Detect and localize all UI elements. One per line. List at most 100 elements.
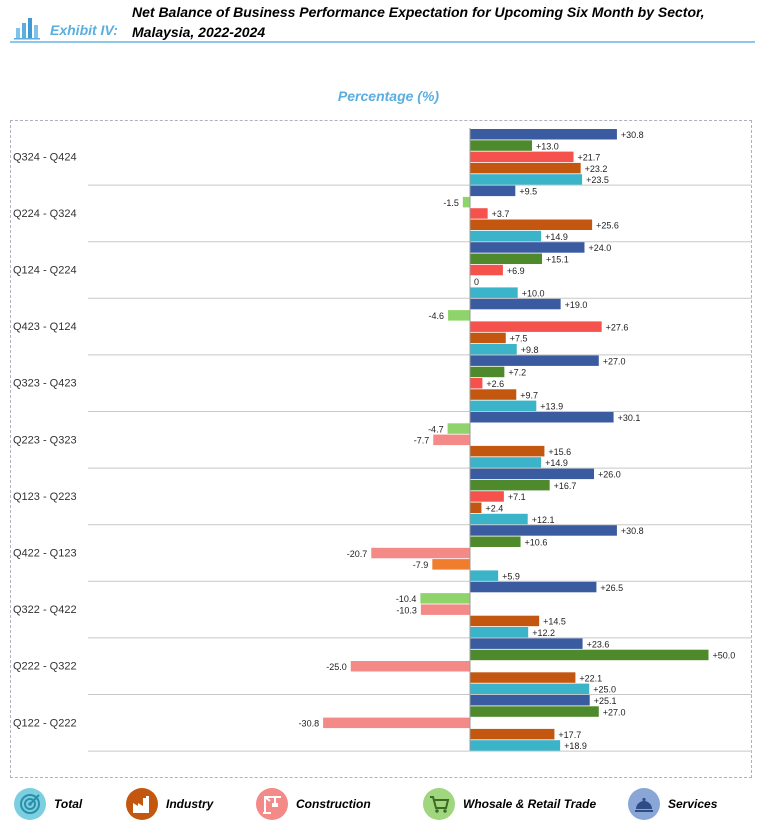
bar (470, 479, 550, 491)
bar (470, 570, 499, 581)
bar (470, 638, 583, 649)
data-label: +27.0 (603, 356, 626, 366)
category-label: Q122 - Q222 (13, 717, 77, 729)
bar (470, 649, 709, 661)
bar (420, 593, 470, 604)
data-label: -1.5 (443, 198, 459, 208)
data-label: +17.7 (558, 730, 581, 740)
legend-label-wholesale-retail: Whosale & Retail Trade (463, 797, 597, 811)
bar (433, 434, 470, 446)
data-label: +30.1 (618, 413, 641, 423)
bar (420, 604, 470, 615)
data-label: +24.0 (588, 243, 611, 253)
data-label: -10.3 (396, 605, 417, 615)
plot-frame (10, 120, 752, 778)
data-label: +30.8 (621, 526, 644, 536)
chart-title-line-2: Malaysia, 2022-2024 (132, 24, 266, 40)
bar (470, 400, 537, 412)
legend-item-construction: Construction (256, 786, 371, 822)
bar (323, 717, 470, 729)
bar (470, 242, 585, 253)
bar (470, 468, 595, 480)
header-divider (10, 41, 755, 43)
data-label: +7.5 (510, 334, 528, 344)
data-label: +9.8 (521, 345, 539, 355)
data-label: +14.9 (545, 458, 568, 468)
data-label: +30.8 (621, 130, 644, 140)
data-label: 0 (474, 277, 479, 287)
bar (470, 162, 581, 174)
data-label: +50.0 (713, 651, 736, 661)
bar (470, 332, 506, 344)
category-label: Q124 - Q224 (13, 265, 77, 277)
data-label: +15.1 (546, 255, 569, 265)
legend: Total Industry Construction Whosale & Re… (0, 786, 777, 826)
category-label: Q223 - Q323 (13, 434, 77, 446)
bar (470, 706, 599, 717)
bar (432, 559, 470, 570)
legend-label-total: Total (54, 797, 83, 811)
data-label: +3.7 (492, 209, 510, 219)
data-label: +7.2 (508, 368, 526, 378)
data-label: +27.6 (606, 322, 629, 332)
bar (470, 208, 488, 219)
data-label: +21.7 (578, 153, 601, 163)
data-label: +2.6 (486, 379, 504, 389)
data-label: -25.0 (326, 662, 347, 672)
data-label: -4.7 (428, 424, 444, 434)
chart-subtitle: Percentage (%) (337, 88, 440, 104)
shopping-cart-icon (423, 788, 455, 820)
bar (470, 151, 574, 163)
bar (470, 378, 483, 389)
data-label: -20.7 (347, 549, 368, 559)
data-label: +14.9 (545, 232, 568, 242)
exhibit-label: Exhibit IV: (50, 22, 118, 38)
chart-title: Net Balance of Business Performance Expe… (132, 2, 772, 42)
bar (470, 140, 533, 151)
bar (448, 310, 470, 321)
data-label: +12.2 (532, 628, 555, 638)
data-label: +15.6 (548, 447, 571, 457)
category-label: Q322 - Q422 (13, 604, 77, 616)
data-label: -30.8 (299, 719, 320, 729)
data-label: +25.0 (593, 685, 616, 695)
bar (470, 445, 545, 457)
category-label: Q224 - Q324 (13, 208, 77, 220)
data-label: +6.9 (507, 266, 525, 276)
data-label: +23.6 (587, 639, 610, 649)
data-label: +12.1 (532, 515, 555, 525)
category-label: Q423 - Q124 (13, 321, 77, 333)
legend-item-industry: Industry (126, 786, 213, 822)
data-label: +13.9 (540, 402, 563, 412)
bar-chart-icon (14, 18, 40, 40)
data-label: +5.9 (502, 571, 520, 581)
bar (470, 615, 540, 627)
bar (470, 728, 555, 740)
category-label: Q323 - Q423 (13, 378, 77, 390)
category-label: Q324 - Q424 (13, 151, 77, 163)
legend-item-total: Total (14, 786, 82, 822)
bar (470, 581, 597, 593)
data-label: +2.4 (485, 504, 503, 514)
data-label: -7.9 (413, 560, 429, 570)
bar (470, 536, 521, 547)
data-label: +23.5 (586, 175, 609, 185)
bar (470, 683, 590, 695)
bar (470, 412, 614, 423)
data-label: +13.0 (536, 141, 559, 151)
bar (470, 672, 576, 683)
category-label: Q222 - Q322 (13, 661, 77, 673)
legend-label-industry: Industry (166, 797, 214, 811)
bar (470, 321, 602, 332)
data-label: +10.0 (522, 288, 545, 298)
bar (470, 264, 503, 276)
legend-item-wholesale-retail: Whosale & Retail Trade (423, 786, 596, 822)
category-label: Q422 - Q123 (13, 548, 77, 560)
chart-title-line-1: Net Balance of Business Performance Expe… (132, 4, 705, 20)
bar (470, 174, 583, 185)
bar (470, 298, 561, 310)
data-label: -4.6 (429, 311, 445, 321)
bar (470, 287, 518, 298)
data-label: +14.5 (543, 617, 566, 627)
bar (470, 491, 504, 502)
